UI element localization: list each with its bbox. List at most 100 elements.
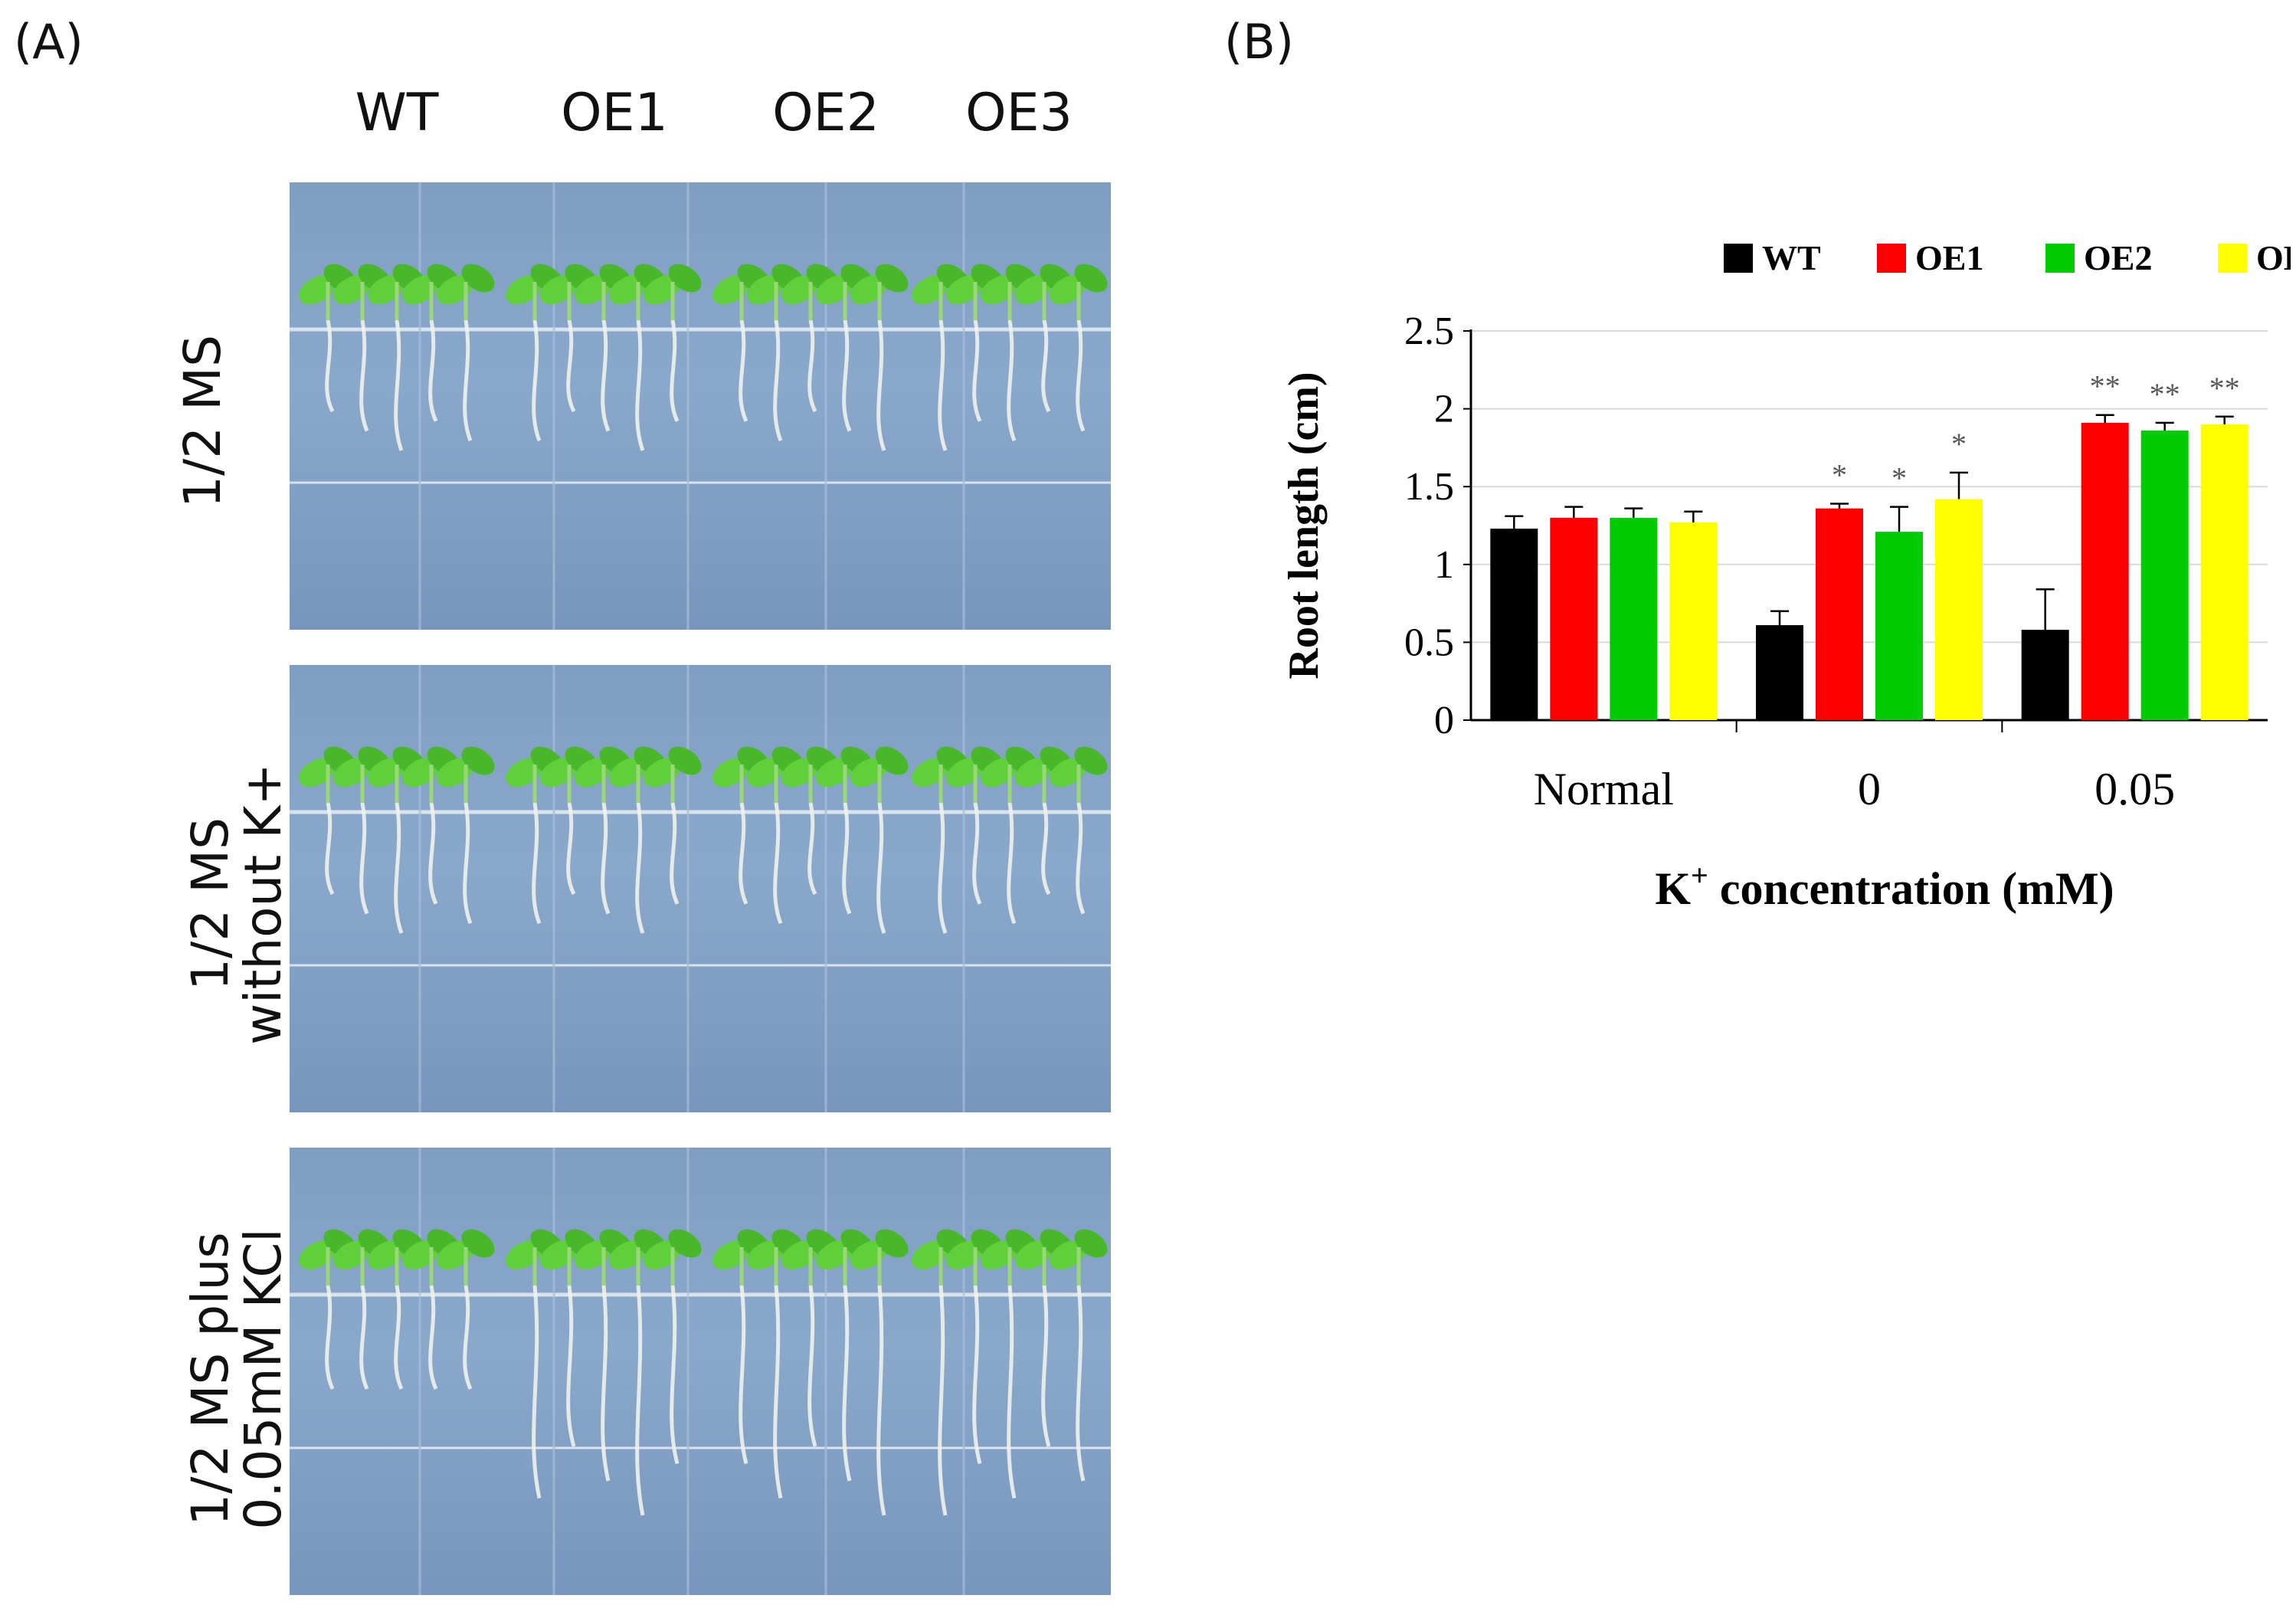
seedling-root	[670, 802, 680, 905]
seedling-root	[773, 802, 783, 925]
seedling-root	[807, 802, 817, 896]
seedling-root	[463, 1285, 473, 1390]
bar-oe3-2	[2200, 424, 2249, 720]
seedling-leaf	[668, 1229, 702, 1258]
bar-oe1-2	[2081, 422, 2129, 720]
seedling-root	[1041, 1285, 1051, 1447]
seedling-root	[532, 319, 542, 442]
seedling-root	[359, 802, 369, 915]
seedling-root	[1076, 1285, 1086, 1482]
panel-b-label: (B)	[1224, 14, 1294, 70]
seedling-root	[876, 319, 886, 451]
x-tick-label: Normal	[1534, 764, 1674, 814]
y-axis-label: Root length (cm)	[1280, 372, 1328, 679]
row-label-kcl-line2: 0.05mM KCl	[234, 1228, 293, 1530]
x-tick-label: 0	[1858, 764, 1881, 814]
seedling-root	[428, 1285, 438, 1390]
row-label-no-k-line1: 1/2 MS	[181, 817, 240, 991]
y-tick-label: 1	[1434, 543, 1454, 587]
seedling-root	[601, 319, 611, 432]
seedling-root	[807, 1285, 817, 1447]
y-tick-label: 2.5	[1404, 310, 1454, 353]
seedling-leaf	[875, 746, 909, 775]
seedling-group	[506, 264, 702, 451]
legend-swatch-wt	[1724, 244, 1753, 273]
legend-label-oe1: OE1	[1915, 238, 1983, 277]
y-tick-label: 0	[1434, 699, 1454, 742]
y-tick-label: 2	[1434, 388, 1454, 431]
seedling-root	[972, 319, 982, 422]
x-axis-label: K+ concentration (mM)	[1655, 858, 2114, 914]
row-label-normal: 1/2 MS	[173, 260, 283, 582]
seedling-root	[972, 802, 982, 905]
bar-oe3-1	[1935, 499, 1983, 720]
seedling-root	[670, 1285, 680, 1465]
seedling-root	[566, 1285, 576, 1447]
bar-oe3-0	[1669, 522, 1718, 720]
bar-oe2-0	[1610, 517, 1658, 720]
significance-mark: **	[2209, 371, 2240, 405]
seedling-leaf	[875, 264, 909, 293]
seedling-group	[299, 264, 495, 451]
seedling-root	[1076, 802, 1086, 915]
x-tick-label: 0.05	[2095, 764, 2175, 814]
seedling-root	[325, 1285, 335, 1390]
seedling-root	[739, 802, 748, 905]
bar-wt-2	[2021, 630, 2069, 720]
seedling-group	[912, 746, 1108, 934]
seedling-root	[938, 1285, 948, 1516]
panel-a-label: (A)	[14, 14, 84, 70]
significance-mark: *	[1891, 461, 1907, 496]
row-label-kcl-line1: 1/2 MS plus	[181, 1232, 240, 1526]
seedling-root	[1041, 319, 1051, 413]
seedling-root	[463, 802, 473, 925]
row-label-no-k-line2: without K+	[234, 763, 293, 1045]
seedling-root	[635, 319, 645, 451]
legend-label-oe2: OE2	[2084, 238, 2152, 277]
seedling-root	[635, 1285, 645, 1516]
seedling-root	[428, 802, 438, 905]
seedling-root	[601, 802, 611, 915]
seedling-root	[842, 1285, 852, 1482]
seedling-root	[938, 319, 948, 451]
seedling-root	[739, 319, 748, 422]
seedling-root	[566, 319, 576, 413]
bar-wt-1	[1756, 625, 1803, 720]
seedling-root	[739, 1285, 748, 1465]
bar-wt-0	[1490, 529, 1538, 720]
seedling-leaf	[461, 264, 495, 293]
significance-mark: **	[2090, 369, 2121, 404]
seedling-root	[532, 802, 542, 925]
seedling-root	[1007, 319, 1017, 442]
seedling-leaf	[875, 1229, 909, 1258]
seedling-root	[773, 1285, 783, 1499]
seedling-root	[938, 802, 948, 934]
seedling-root	[325, 319, 335, 413]
plate-photo-kcl	[290, 1148, 1111, 1595]
seedling-root	[876, 1285, 886, 1516]
seedling-root	[532, 1285, 542, 1499]
seedling-root	[842, 319, 852, 432]
seedling-root	[876, 802, 886, 934]
seedling-group	[506, 746, 702, 934]
legend-label-oe3: OE3	[2256, 238, 2291, 277]
seedling-group	[506, 1229, 702, 1516]
seedling-root	[807, 319, 817, 413]
seedling-root	[1041, 802, 1051, 896]
seedling-root	[463, 319, 473, 442]
seedling-root	[325, 802, 335, 896]
seedling-root	[394, 319, 404, 451]
row-label-no-k: 1/2 MS without K+	[181, 689, 306, 1119]
seedling-group	[912, 1229, 1108, 1516]
seedling-leaf	[461, 746, 495, 775]
seedling-root	[566, 802, 576, 896]
y-tick-label: 0.5	[1404, 621, 1454, 664]
seedling-leaf	[668, 746, 702, 775]
seedling-root	[428, 319, 438, 422]
significance-mark: *	[1832, 458, 1847, 493]
seedling-root	[1076, 319, 1086, 432]
column-label-wt: WT	[355, 83, 439, 143]
legend-swatch-oe3	[2218, 244, 2247, 273]
seedling-root	[842, 802, 852, 915]
seedling-group	[712, 746, 909, 934]
